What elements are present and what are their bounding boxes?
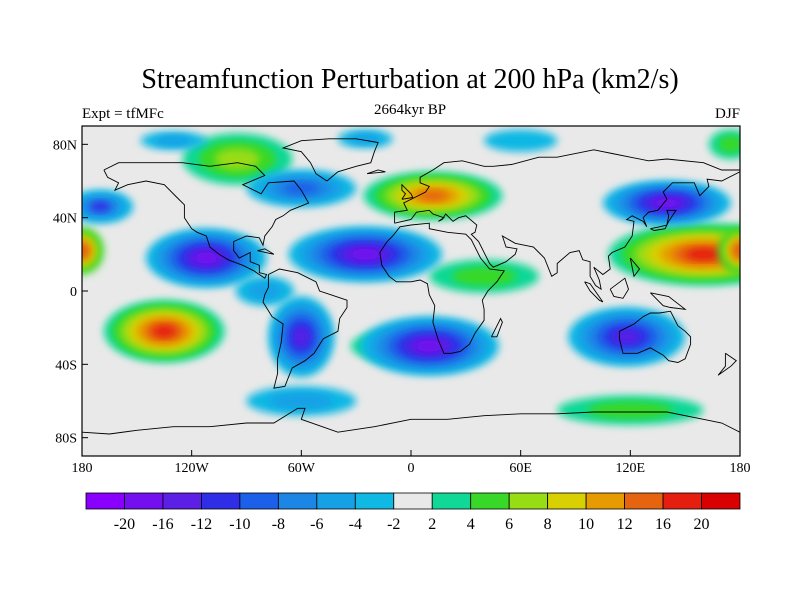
field-contour-band [416, 340, 443, 352]
coastline [490, 317, 503, 338]
colorbar-swatch [201, 492, 241, 510]
coastline [366, 169, 386, 175]
map-panel: 180 120W 60W 0 60E 120E 180 80N 40N 0 40S 80S [53, 125, 751, 476]
colorbar: -20 -16 -12 -10 -8 -6 -4 -2 2 4 6 8 10 12 16 20 [85, 492, 741, 533]
experiment-label: Expt = tfMFc [82, 106, 164, 122]
lat-tick-label: 80S [55, 432, 77, 447]
colorbar-label: -10 [229, 516, 250, 533]
lon-tick-label: 60W [288, 461, 316, 476]
colorbar-label: 16 [655, 516, 671, 533]
field-contour-band [350, 249, 380, 260]
streamfunction-field [82, 129, 740, 425]
field-contour-band [152, 325, 176, 338]
coastline [584, 281, 604, 303]
colorbar-swatch [393, 492, 433, 510]
lon-tick-label: 180 [72, 461, 93, 476]
field-contour-band [283, 182, 319, 195]
field-contour-band [685, 248, 722, 261]
colorbar-label: 2 [428, 516, 436, 533]
colorbar-swatch [547, 492, 587, 510]
coastline [618, 310, 692, 363]
coastline [257, 248, 275, 255]
field-contour-band [269, 392, 334, 410]
colorbar-swatch [277, 492, 318, 510]
lon-tick-label: 0 [408, 461, 415, 476]
longitude-axis: 180 120W 60W 0 60E 120E 180 [72, 450, 751, 476]
colorbar-swatch [124, 492, 164, 510]
coastline [281, 138, 379, 182]
colorbar-label: -6 [310, 516, 323, 533]
coastline [629, 257, 641, 278]
coastline [650, 209, 677, 231]
colorbar-swatch [354, 492, 395, 510]
field-contour-band [194, 252, 218, 264]
coastline [103, 162, 310, 279]
colorbar-swatch [701, 492, 741, 510]
lon-tick-label: 180 [730, 461, 751, 476]
field-contour-band [613, 330, 640, 344]
field-contour-band [82, 240, 92, 261]
season-label: DJF [715, 106, 740, 122]
colorbar-label: 4 [467, 516, 475, 533]
colorbar-swatch [85, 492, 125, 510]
coastlines [82, 138, 740, 435]
lat-tick-label: 40N [53, 212, 77, 227]
coastline [401, 183, 414, 200]
colorbar-swatch [662, 492, 702, 510]
field-contour-band [654, 198, 679, 208]
colorbar-swatch [585, 492, 625, 510]
field-contour-band [247, 282, 282, 300]
lon-tick-label: 120W [175, 461, 210, 476]
field-contour-band [730, 240, 740, 261]
colorbar-label: -4 [349, 516, 362, 533]
field-contour-band [484, 129, 558, 152]
colorbar-swatch [239, 492, 279, 510]
colorbar-label: 12 [617, 516, 633, 533]
colorbar-swatch [316, 492, 356, 510]
field-contour-band [452, 266, 517, 286]
colorbar-label: 10 [578, 516, 594, 533]
lat-tick-label: 40S [55, 358, 77, 373]
field-contour-band [154, 135, 193, 147]
colorbar-swatch [508, 492, 549, 510]
colorbar-swatch [470, 492, 510, 510]
colorbar-label: -12 [191, 516, 212, 533]
coastline [717, 352, 737, 376]
chart-title: Streamfunction Perturbation at 200 hPa (… [141, 64, 678, 95]
colorbar-label: -2 [387, 516, 400, 533]
lat-tick-label: 80N [53, 138, 77, 153]
colorbar-label: 8 [544, 516, 552, 533]
colorbar-label: -8 [272, 516, 285, 533]
lon-tick-label: 60E [509, 461, 532, 476]
field-contour-band [718, 135, 740, 153]
time-label: 2664kyr BP [374, 102, 446, 118]
field-contour-band [89, 201, 111, 212]
latitude-axis: 80N 40N 0 40S 80S [53, 138, 88, 447]
lat-tick-label: 0 [70, 285, 77, 300]
colorbar-swatch [431, 492, 472, 510]
field-contour-band [214, 148, 260, 170]
coastline [82, 407, 740, 435]
coastline [394, 149, 740, 224]
colorbar-swatch [162, 492, 202, 510]
colorbar-label: -16 [152, 516, 173, 533]
field-contour-band [587, 401, 673, 419]
colorbar-label: 20 [694, 516, 710, 533]
coastline [379, 222, 505, 354]
colorbar-label: 6 [505, 516, 513, 533]
coastline [650, 292, 687, 310]
field-contour-band [294, 328, 309, 346]
colorbar-swatch [624, 492, 664, 510]
field-contour-band [417, 190, 449, 201]
coastline [262, 268, 348, 389]
colorbar-label: -20 [114, 516, 135, 533]
lon-tick-label: 120E [616, 461, 646, 476]
coastline [609, 277, 629, 299]
coastline [394, 171, 740, 291]
